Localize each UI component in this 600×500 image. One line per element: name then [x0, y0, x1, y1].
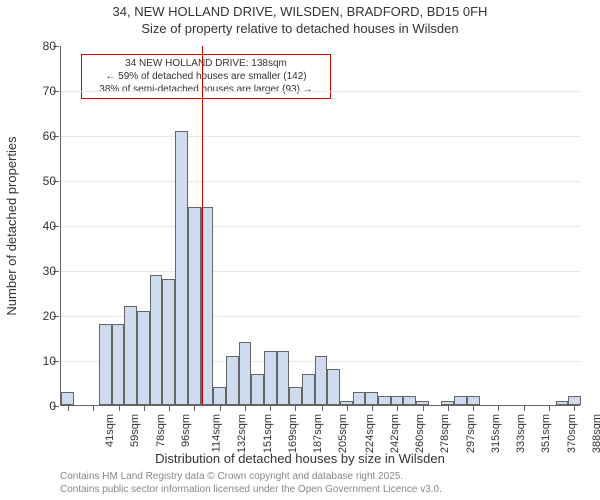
footnote: Contains HM Land Registry data © Crown c…: [60, 471, 442, 496]
y-tick-label: 30: [26, 264, 56, 278]
x-tick-label: 351sqm: [540, 414, 552, 453]
x-tick-label: 59sqm: [129, 414, 141, 447]
gridline: [61, 91, 580, 92]
x-tick-label: 297sqm: [465, 414, 477, 453]
histogram-bar: [289, 387, 302, 405]
histogram-bar: [175, 131, 188, 406]
x-tick: [372, 405, 373, 411]
histogram-bar: [239, 342, 252, 405]
x-tick-label: 132sqm: [236, 414, 248, 453]
x-axis-label: Distribution of detached houses by size …: [0, 451, 600, 466]
x-tick-label: 333sqm: [515, 414, 527, 453]
x-tick: [524, 405, 525, 411]
x-tick-label: 151sqm: [263, 414, 275, 453]
x-tick-label: 205sqm: [337, 414, 349, 453]
x-tick: [423, 405, 424, 411]
histogram-bar: [61, 392, 74, 406]
histogram-bar: [353, 392, 366, 406]
x-tick-label: 169sqm: [288, 414, 300, 453]
x-tick: [220, 405, 221, 411]
x-tick: [549, 405, 550, 411]
gridline: [61, 226, 580, 227]
histogram-bar: [124, 306, 137, 405]
x-tick-label: 388sqm: [591, 414, 600, 453]
x-tick: [473, 405, 474, 411]
x-tick-label: 370sqm: [566, 414, 578, 453]
x-tick: [322, 405, 323, 411]
histogram-bar: [162, 279, 175, 405]
x-tick: [498, 405, 499, 411]
x-tick-label: 187sqm: [313, 414, 325, 453]
histogram-bar: [137, 311, 150, 406]
x-tick-label: 260sqm: [414, 414, 426, 453]
histogram-bar: [315, 356, 328, 406]
footnote-line-2: Contains public sector information licen…: [60, 484, 442, 497]
y-tick-label: 0: [26, 399, 56, 413]
y-tick-label: 70: [26, 84, 56, 98]
histogram-bar: [226, 356, 239, 406]
x-tick: [295, 405, 296, 411]
x-tick: [144, 405, 145, 411]
histogram-bar: [99, 324, 112, 405]
gridline: [61, 136, 580, 137]
histogram-bar: [188, 207, 201, 405]
x-tick: [68, 405, 69, 411]
histogram-bar: [213, 387, 226, 405]
x-tick: [448, 405, 449, 411]
y-tick-label: 50: [26, 174, 56, 188]
y-tick-label: 10: [26, 354, 56, 368]
histogram-bar: [467, 396, 480, 405]
y-tick-label: 20: [26, 309, 56, 323]
x-tick-label: 242sqm: [389, 414, 401, 453]
title-line-1: 34, NEW HOLLAND DRIVE, WILSDEN, BRADFORD…: [0, 4, 600, 21]
x-tick-label: 78sqm: [155, 414, 167, 447]
x-tick-label: 224sqm: [364, 414, 376, 453]
annotation-box: 34 NEW HOLLAND DRIVE: 138sqm ← 59% of de…: [81, 54, 331, 99]
histogram-bar: [264, 351, 277, 405]
y-axis-label: Number of detached properties: [4, 136, 19, 315]
footnote-line-1: Contains HM Land Registry data © Crown c…: [60, 471, 442, 484]
marker-line: [202, 46, 203, 405]
x-tick-label: 114sqm: [210, 414, 222, 452]
histogram-bar: [568, 396, 581, 405]
x-tick-label: 96sqm: [180, 414, 192, 447]
x-tick: [397, 405, 398, 411]
x-tick: [574, 405, 575, 411]
histogram-bar: [150, 275, 163, 406]
x-tick: [169, 405, 170, 411]
x-tick: [245, 405, 246, 411]
annotation-line-3: 38% of semi-detached houses are larger (…: [86, 83, 326, 96]
x-tick: [119, 405, 120, 411]
histogram-bar: [365, 392, 378, 406]
annotation-line-1: 34 NEW HOLLAND DRIVE: 138sqm: [86, 57, 326, 70]
histogram-bar: [391, 396, 404, 405]
histogram-bar: [112, 324, 125, 405]
x-tick-label: 278sqm: [439, 414, 451, 453]
histogram-bar: [327, 369, 340, 405]
histogram-bar: [378, 396, 391, 405]
y-tick-label: 40: [26, 219, 56, 233]
y-tick-label: 80: [26, 39, 56, 53]
histogram-plot-area: 34 NEW HOLLAND DRIVE: 138sqm ← 59% of de…: [60, 46, 580, 406]
histogram-bar: [302, 374, 315, 406]
histogram-bar: [251, 374, 264, 406]
x-tick: [270, 405, 271, 411]
title-line-2: Size of property relative to detached ho…: [0, 21, 600, 38]
histogram-bar: [403, 396, 416, 405]
annotation-line-2: ← 59% of detached houses are smaller (14…: [86, 70, 326, 83]
histogram-bar: [277, 351, 290, 405]
chart-title: 34, NEW HOLLAND DRIVE, WILSDEN, BRADFORD…: [0, 0, 600, 38]
x-tick: [194, 405, 195, 411]
x-tick-label: 315sqm: [490, 414, 502, 453]
histogram-bar: [556, 401, 569, 406]
y-tick-label: 60: [26, 129, 56, 143]
x-tick: [93, 405, 94, 411]
histogram-bar: [454, 396, 467, 405]
x-tick-label: 41sqm: [104, 414, 116, 447]
x-tick: [347, 405, 348, 411]
gridline: [61, 271, 580, 272]
gridline: [61, 181, 580, 182]
